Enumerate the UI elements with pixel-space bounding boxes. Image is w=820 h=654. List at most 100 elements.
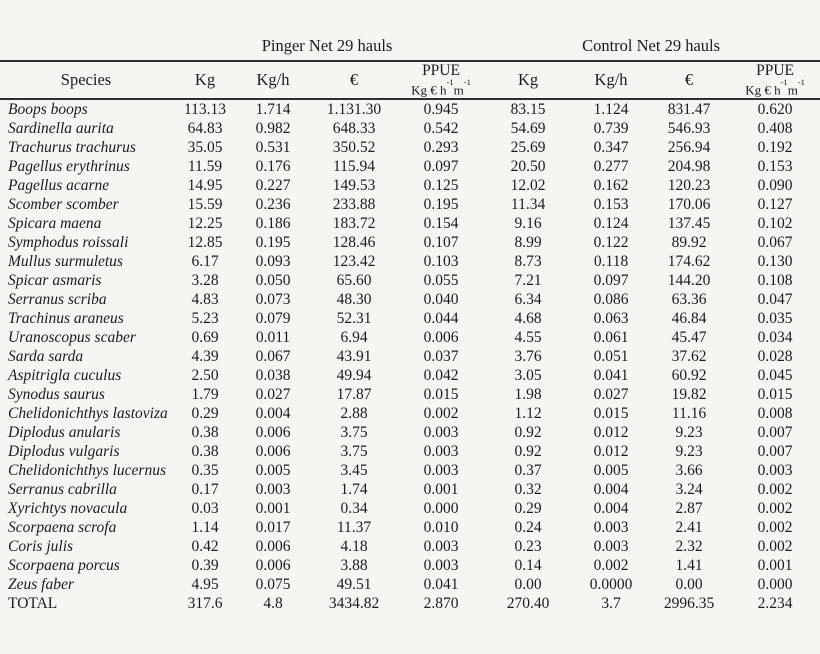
value-cell: 0.040 [423, 291, 459, 308]
value-cell: 0.42 [191, 538, 219, 555]
species-name-cell: Serranus cabrilla [8, 481, 117, 498]
ppue-label: PPUE [756, 61, 794, 79]
species-row: Mullus surmuletus 6.17 0.093 123.42 0.103 8.7… [0, 252, 820, 271]
value-cell: 0.982 [255, 120, 291, 137]
value-cell: 49.94 [336, 367, 372, 384]
species-row: Sardinella aurita 64.83 0.982 648.33 0.542 54… [0, 119, 820, 138]
value-cell: 0.028 [757, 348, 793, 365]
species-row: Sarda sarda 4.39 0.067 43.91 0.037 3.76 0.051 3… [0, 347, 820, 366]
value-cell: 12.85 [187, 234, 223, 251]
value-cell: 4.8 [263, 595, 283, 612]
value-cell: 648.33 [332, 120, 376, 137]
species-name-cell: Diplodus anularis [8, 424, 121, 441]
value-cell: 0.017 [255, 519, 291, 536]
species-name-cell: Xyrichtys novacula [8, 500, 128, 517]
species-row: Serranus scriba 4.83 0.073 48.30 0.040 6.34 0.… [0, 290, 820, 309]
value-cell: 0.006 [255, 443, 291, 460]
value-cell: 137.45 [667, 215, 711, 232]
value-cell: 204.98 [667, 158, 711, 175]
value-cell: 2.50 [191, 367, 219, 384]
species-row: Scorpaena porcus 0.39 0.006 3.88 0.003 0.14 0.… [0, 556, 820, 575]
species-name-cell: Coris julis [8, 538, 74, 555]
species-row: Scomber scomber 15.59 0.236 233.88 0.195 11.3… [0, 195, 820, 214]
value-cell: 0.24 [514, 519, 542, 536]
value-cell: 64.83 [187, 120, 223, 137]
value-cell: 63.36 [671, 291, 707, 308]
value-cell: 52.31 [336, 310, 372, 327]
value-cell: 48.30 [336, 291, 372, 308]
value-cell: 2.41 [675, 519, 703, 536]
value-cell: 0.34 [340, 500, 368, 517]
species-name-cell: Uranoscopus scaber [8, 329, 136, 346]
value-cell: 0.162 [593, 177, 629, 194]
value-cell: 0.003 [593, 538, 629, 555]
column-header-row: Species Kg Kg/h € PPUE Kg € h-1m-1 Kg Kg… [0, 61, 820, 100]
value-cell: 11.37 [336, 519, 372, 536]
value-cell: 123.42 [332, 253, 376, 270]
value-cell: 2.870 [423, 595, 459, 612]
value-cell: 1.41 [675, 557, 703, 574]
total-row: TOTAL 317.6 4.8 3434.82 2.870 270.40 3.7 2996.3… [0, 594, 820, 613]
value-cell: 0.090 [757, 177, 793, 194]
value-cell: 0.29 [514, 500, 542, 517]
value-cell: 4.39 [191, 348, 219, 365]
value-cell: 0.124 [593, 215, 629, 232]
species-name-cell: Aspitrigla cuculus [8, 367, 122, 384]
value-cell: 0.041 [423, 576, 459, 593]
species-name-cell: Boops boops [8, 101, 88, 118]
value-cell: 0.125 [423, 177, 459, 194]
species-row: Trachurus trachurus 35.05 0.531 350.52 0.293… [0, 138, 820, 157]
value-cell: 0.003 [423, 443, 459, 460]
value-cell: 45.47 [671, 329, 707, 346]
value-cell: 0.041 [593, 367, 629, 384]
value-cell: 0.37 [514, 462, 542, 479]
value-cell: 2.234 [757, 595, 793, 612]
value-cell: 0.130 [757, 253, 793, 270]
value-cell: 3.88 [340, 557, 368, 574]
value-cell: 65.60 [336, 272, 372, 289]
value-cell: 49.51 [336, 576, 372, 593]
species-row: Pagellus erythrinus 11.59 0.176 115.94 0.097… [0, 157, 820, 176]
value-cell: 0.015 [593, 405, 629, 422]
value-cell: 4.68 [514, 310, 542, 327]
species-name-cell: Serranus scriba [8, 291, 107, 308]
value-cell: 0.102 [757, 215, 793, 232]
value-cell: 0.14 [514, 557, 542, 574]
value-cell: 0.051 [593, 348, 629, 365]
species-row: Chelidonichthys lastoviza 0.29 0.004 2.88 0.… [0, 404, 820, 423]
value-cell: 11.59 [187, 158, 223, 175]
value-cell: 9.23 [675, 443, 703, 460]
species-row: Aspitrigla cuculus 2.50 0.038 49.94 0.042 3.0… [0, 366, 820, 385]
species-name-cell: Spicara maena [8, 215, 102, 232]
ppue-label: PPUE [422, 61, 460, 79]
value-cell: 1.131.30 [326, 101, 382, 118]
value-cell: 83.15 [510, 101, 546, 118]
value-cell: 12.25 [187, 215, 223, 232]
value-cell: 3.05 [514, 367, 542, 384]
value-cell: 0.347 [593, 139, 629, 156]
value-cell: 0.122 [593, 234, 629, 251]
species-name-cell: Pagellus acarne [8, 177, 110, 194]
value-cell: 0.107 [423, 234, 459, 251]
value-cell: 0.073 [255, 291, 291, 308]
value-cell: 0.32 [514, 481, 542, 498]
value-cell: 0.037 [423, 348, 459, 365]
value-cell: 0.739 [593, 120, 629, 137]
value-cell: 0.03 [191, 500, 219, 517]
value-cell: 46.84 [671, 310, 707, 327]
value-cell: 0.007 [757, 443, 793, 460]
value-cell: 0.093 [255, 253, 291, 270]
value-cell: 0.17 [191, 481, 219, 498]
value-cell: 4.83 [191, 291, 219, 308]
value-cell: 120.23 [667, 177, 711, 194]
value-cell: 0.001 [423, 481, 459, 498]
value-cell: 0.002 [423, 405, 459, 422]
species-row: Serranus cabrilla 0.17 0.003 1.74 0.001 0.32 0… [0, 480, 820, 499]
value-cell: 0.531 [255, 139, 291, 156]
value-cell: 0.92 [514, 424, 542, 441]
value-cell: 35.05 [187, 139, 223, 156]
value-cell: 0.061 [593, 329, 629, 346]
value-cell: 0.176 [255, 158, 291, 175]
value-cell: 0.006 [255, 424, 291, 441]
value-cell: 0.38 [191, 424, 219, 441]
